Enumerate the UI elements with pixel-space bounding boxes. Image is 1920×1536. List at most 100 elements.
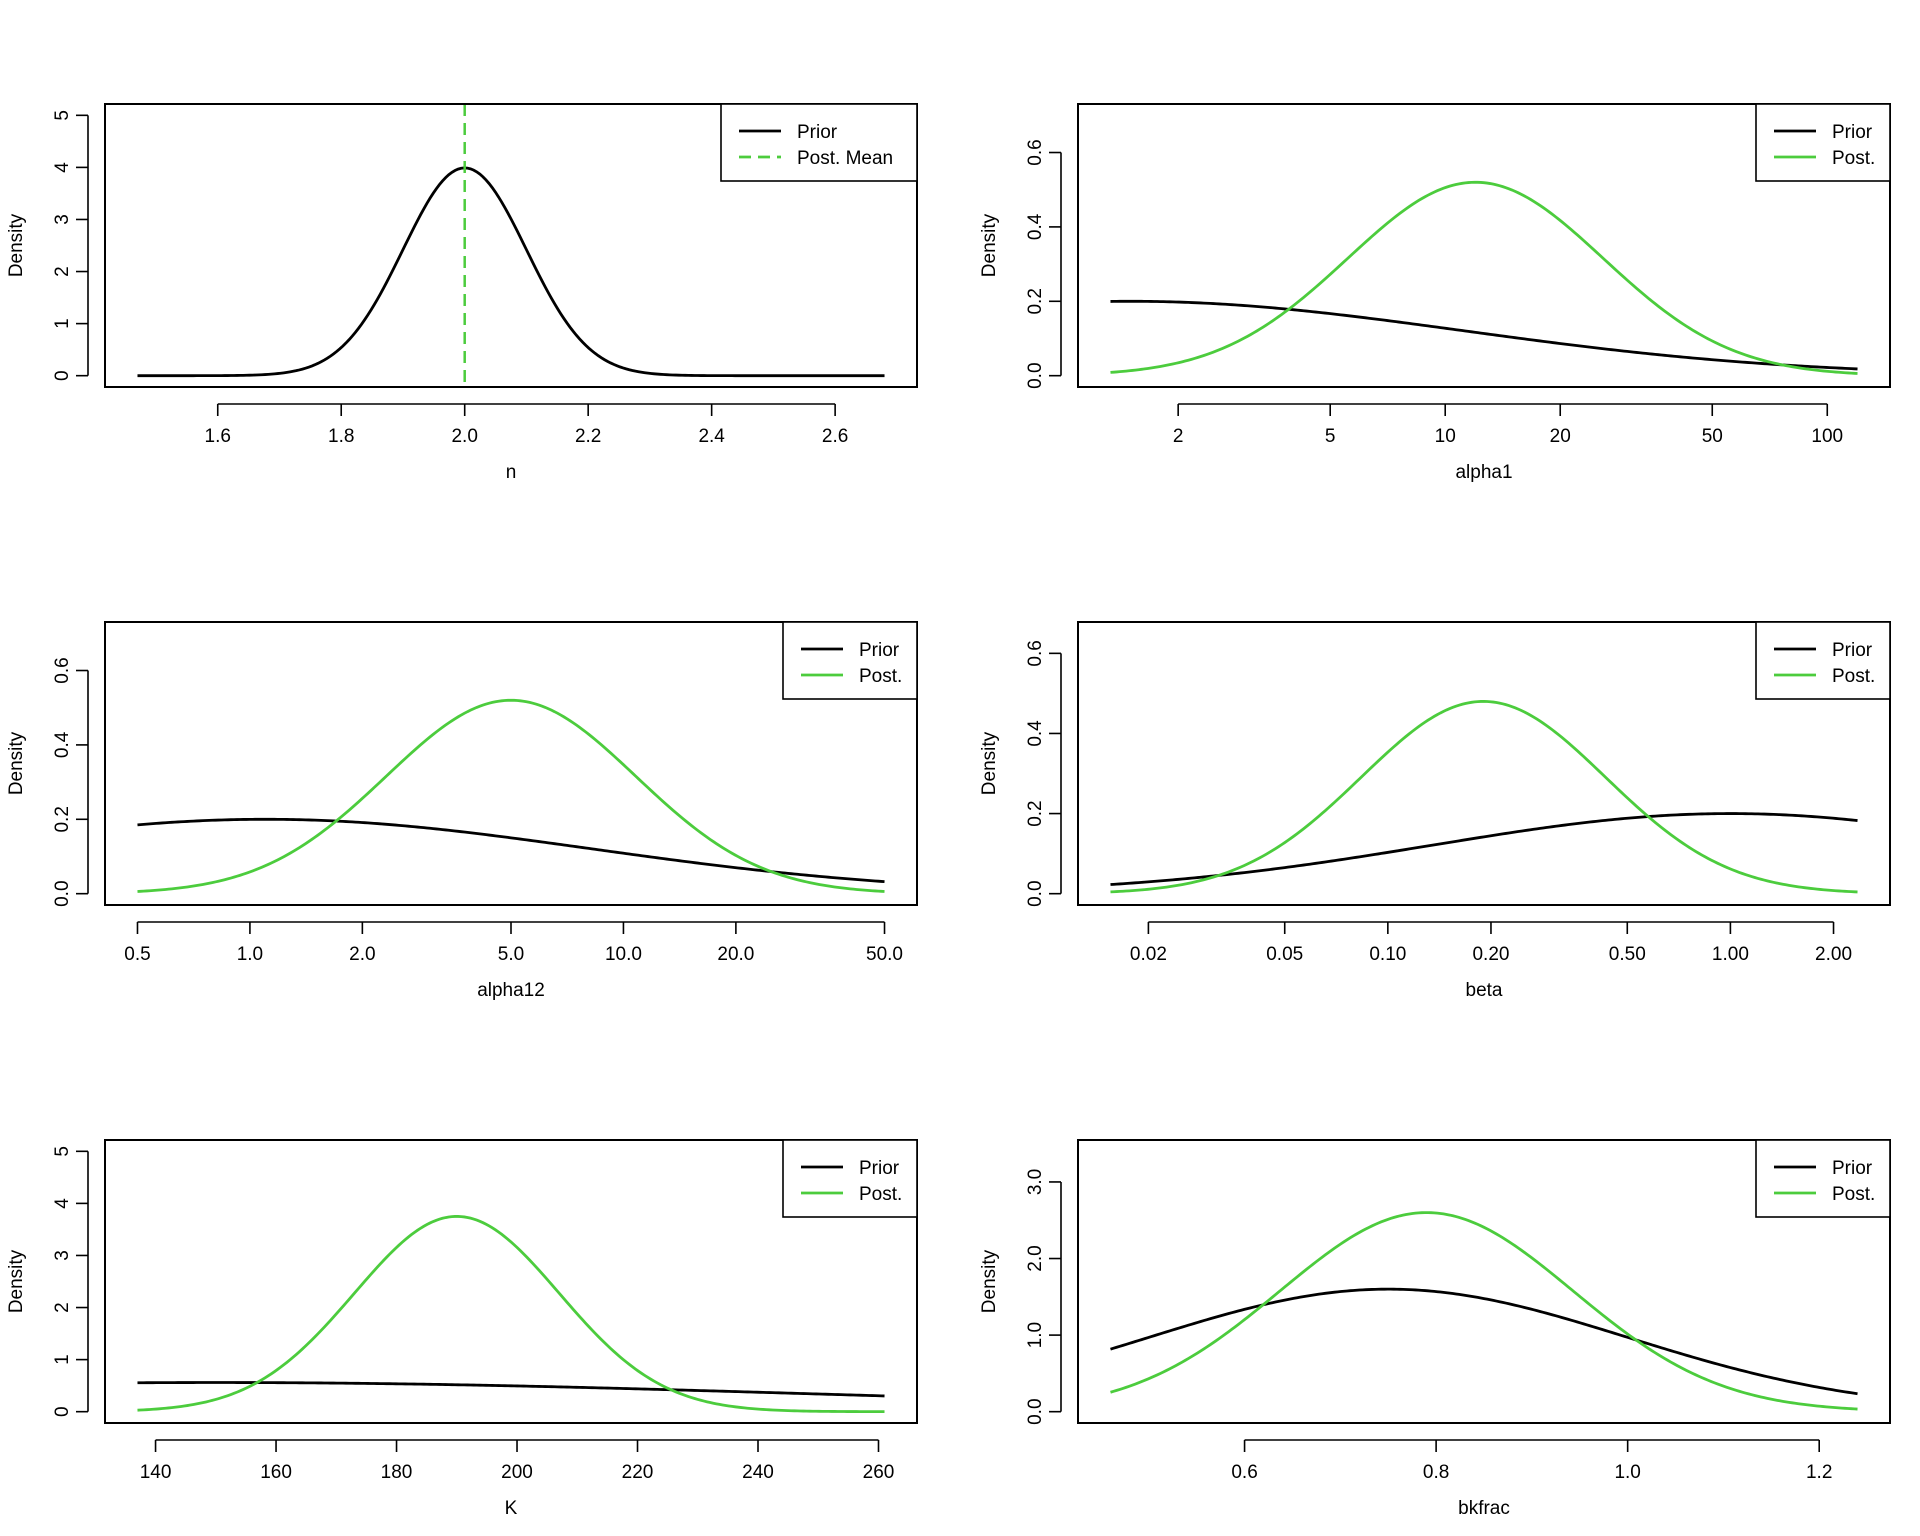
x-tick-label: 0.10 — [1369, 944, 1406, 965]
y-tick-label: 0.2 — [1025, 800, 1046, 826]
x-tick-label: 1.6 — [205, 426, 231, 447]
y-axis-label: Density — [979, 213, 1000, 277]
legend-box — [720, 103, 918, 182]
chart-panel-n: 1.6 1.8 2.0 2.2 2.4 2.6 n 0 1 2 3 4 5 Density Prior Pos… — [6, 103, 918, 483]
legend-box — [782, 1139, 918, 1218]
series-post-line — [137, 1215, 885, 1414]
x-tick-label: 2.0 — [349, 944, 375, 965]
y-tick-label: 2 — [52, 1302, 73, 1313]
y-tick-label: 0.6 — [52, 657, 73, 683]
series-post-line — [137, 698, 885, 893]
legend-entry: Post. — [859, 666, 902, 687]
y-tick-label: 0.0 — [1025, 362, 1046, 388]
y-tick-label: 2 — [52, 266, 73, 277]
series-group — [137, 698, 885, 893]
legend-entry: Prior — [1832, 122, 1873, 143]
x-tick-label: 1.00 — [1712, 944, 1749, 965]
x-tick-label: 140 — [140, 1462, 172, 1483]
series-group — [137, 104, 885, 387]
x-tick-label: 5 — [1325, 426, 1336, 447]
plot-frame — [1077, 103, 1891, 388]
x-tick-label: 10.0 — [605, 944, 642, 965]
y-tick-label: 5 — [52, 1146, 73, 1157]
y-tick-label: 2.0 — [1025, 1245, 1046, 1271]
x-tick-label: 0.6 — [1231, 1462, 1257, 1483]
series-prior-line — [137, 1381, 885, 1398]
series-prior-line — [137, 817, 885, 884]
x-tick-label: 1.8 — [328, 426, 354, 447]
series-prior-line — [1110, 812, 1858, 886]
legend-entry: Post. — [859, 1184, 902, 1205]
legend: Prior Post. — [1755, 103, 1891, 182]
y-tick-label: 0.0 — [1025, 880, 1046, 906]
x-axis-label: bkfrac — [1458, 1498, 1510, 1519]
series-group — [1110, 1211, 1858, 1411]
y-tick-label: 1.0 — [1025, 1322, 1046, 1348]
x-tick-label: 0.05 — [1266, 944, 1303, 965]
x-tick-label: 20 — [1550, 426, 1571, 447]
x-tick-label: 2 — [1173, 426, 1184, 447]
x-axis-label: alpha1 — [1455, 462, 1512, 483]
x-tick-label: 50 — [1702, 426, 1723, 447]
y-tick-label: 0.4 — [52, 731, 73, 758]
legend: Prior Post. — [1755, 1139, 1891, 1218]
series-post-line — [1110, 180, 1858, 375]
y-tick-label: 0.4 — [1025, 720, 1046, 747]
series-prior-line — [137, 166, 885, 378]
series-group — [137, 1215, 885, 1414]
y-tick-label: 3 — [52, 214, 73, 225]
legend: Prior Post. — [782, 1139, 918, 1218]
y-axis-label: Density — [6, 731, 27, 795]
legend: Prior Post. Mean — [720, 103, 918, 182]
x-tick-label: 160 — [260, 1462, 292, 1483]
x-tick-label: 180 — [381, 1462, 413, 1483]
y-tick-label: 0.4 — [1025, 213, 1046, 240]
x-tick-label: 2.6 — [822, 426, 848, 447]
y-tick-label: 0 — [52, 370, 73, 381]
legend-entry: Prior — [859, 640, 900, 661]
legend-entry: Post. Mean — [797, 148, 893, 169]
x-tick-label: 1.2 — [1806, 1462, 1832, 1483]
x-tick-label: 0.5 — [124, 944, 150, 965]
x-tick-label: 2.00 — [1815, 944, 1852, 965]
x-tick-label: 240 — [742, 1462, 774, 1483]
x-tick-label: 100 — [1811, 426, 1843, 447]
x-tick-label: 2.0 — [451, 426, 477, 447]
y-tick-label: 0.2 — [1025, 288, 1046, 314]
legend-entry: Prior — [1832, 640, 1873, 661]
plot-frame — [1077, 1139, 1891, 1424]
plot-frame — [104, 1139, 918, 1424]
y-tick-label: 4 — [52, 162, 73, 173]
y-tick-label: 0.6 — [1025, 139, 1046, 165]
series-post-line — [1110, 1211, 1858, 1411]
y-tick-label: 5 — [52, 110, 73, 121]
x-tick-label: 260 — [863, 1462, 895, 1483]
x-tick-label: 1.0 — [237, 944, 263, 965]
chart-panel-alpha12: 0.5 1.0 2.0 5.0 10.0 20.0 50.0 alpha12 0.0 0.2 0.4… — [6, 621, 918, 1001]
x-tick-label: 1.0 — [1614, 1462, 1640, 1483]
legend-box — [782, 621, 918, 700]
legend-box — [1755, 621, 1891, 700]
chart-panel-K: 140 160 180 200 220 240 260 K 0 1 2 3 4 5 Density Prior… — [6, 1139, 918, 1519]
y-axis-label: Density — [979, 731, 1000, 795]
legend-entry: Prior — [797, 122, 838, 143]
y-tick-label: 3 — [52, 1250, 73, 1261]
y-tick-label: 0 — [52, 1406, 73, 1417]
x-axis-label: beta — [1466, 980, 1503, 1001]
x-tick-label: 220 — [622, 1462, 654, 1483]
y-tick-label: 0.2 — [52, 806, 73, 832]
chart-panel-bkfrac: 0.6 0.8 1.0 1.2 bkfrac 0.0 1.0 2.0 3.0 Density Pri… — [979, 1139, 1891, 1519]
series-group — [1110, 180, 1858, 375]
x-tick-label: 50.0 — [866, 944, 903, 965]
plot-frame — [104, 621, 918, 906]
legend-entry: Post. — [1832, 1184, 1875, 1205]
y-axis-label: Density — [6, 1249, 27, 1313]
y-tick-label: 0.0 — [1025, 1398, 1046, 1424]
series-prior-line — [1110, 1287, 1858, 1396]
legend-entry: Post. — [1832, 666, 1875, 687]
x-tick-label: 200 — [501, 1462, 533, 1483]
chart-panel-alpha1: 2 5 10 20 50 100 alpha1 0.0 0.2 0.4 0.6 Density Prio… — [979, 103, 1891, 483]
legend-box — [1755, 1139, 1891, 1218]
y-tick-label: 0.6 — [1025, 640, 1046, 666]
